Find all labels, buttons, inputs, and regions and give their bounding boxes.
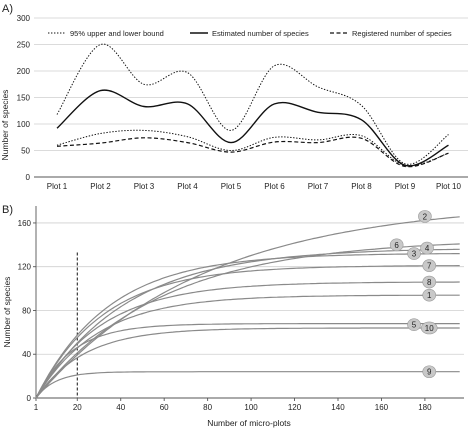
x-tick-label: Plot 1 [47,182,68,191]
curve-label: 7 [422,259,437,272]
curve-label-text: 9 [427,368,432,377]
y-tick-label: 300 [17,14,31,23]
curve-label-badge [422,259,437,272]
curve-label: 3 [407,247,421,260]
curve-label-text: 3 [412,250,417,259]
curve-label-text: 8 [427,278,432,287]
panel-a-legend: 95% upper and lower bound Estimated numbe… [48,29,452,38]
curve-label: 2 [418,210,432,223]
panel-a-gridlines [34,17,468,178]
series-line [56,43,449,165]
curve-label-text: 1 [427,291,432,300]
curve-8 [35,281,460,399]
x-tick-label: 100 [244,403,258,412]
y-tick-label: 40 [22,350,31,359]
x-tick-label: 120 [288,403,302,412]
x-tick-label: 40 [116,403,125,412]
curve-9 [35,371,460,399]
x-tick-label: 180 [418,403,432,412]
curve-label-badge [407,247,421,260]
x-tick-label: 80 [203,403,212,412]
y-tick-label: 50 [21,147,30,156]
panel-b-y-ticks: 0 40 80 120 160 [18,219,36,403]
curve-label-badge [418,210,432,223]
x-tick-label: 1 [34,403,39,412]
curve-label: 8 [422,275,437,289]
curve-label-badge [389,238,404,252]
x-tick-label: Plot 9 [395,182,416,191]
panel-b-curve-labels: 2 6 43 7 8 1 5 10 9 [389,210,438,379]
curve-2 [35,216,460,399]
panel-a-x-ticks: Plot 1 Plot 2 Plot 3 Plot 4 Plot 5 Plot 6 Plot… [47,182,462,191]
panel-a-series [56,43,449,168]
x-tick-label: 20 [73,403,82,412]
panel-b-x-ticks: 1 20 40 60 80 100 120 140 160 180 [34,398,432,412]
curve-label-text: 2 [423,212,428,221]
x-tick-label: Plot 2 [90,182,111,191]
y-tick-label: 200 [17,67,31,76]
y-tick-label: 160 [18,219,32,228]
x-tick-label: 60 [160,403,169,412]
panel-b-xlabel: Number of micro-plots [207,418,291,428]
curve-7 [35,265,460,399]
x-tick-label: Plot 3 [134,182,155,191]
curve-5 [35,322,460,399]
panel-b-label: B) [2,204,13,216]
legend-label: 95% upper and lower bound [70,29,164,38]
y-tick-label: 0 [26,173,31,182]
curve-label-badge [407,318,421,331]
curve-label-badge [420,321,438,335]
series-line [56,89,449,167]
x-tick-label: Plot 6 [264,182,285,191]
legend-label: Estimated number of species [212,29,309,38]
panel-b-gridlines [35,206,464,399]
legend-label: Registered number of species [352,29,452,38]
y-tick-label: 0 [27,394,32,403]
curve-label-text: 5 [412,321,417,330]
series-line [56,129,449,167]
x-tick-label: Plot 8 [351,182,372,191]
x-tick-label: Plot 7 [308,182,329,191]
curve-label-badge [420,241,434,255]
curve-6 [35,243,460,399]
curve-label-text: 4 [425,244,430,253]
x-tick-label: Plot 5 [221,182,242,191]
panel-a-label: A) [2,3,13,15]
curve-label-text: 6 [394,241,399,250]
curve-label: 1 [422,288,437,302]
curve-4 [35,248,460,399]
curve-label: 10 [420,321,438,335]
curve-label-badge [422,365,437,379]
y-tick-label: 80 [22,306,31,315]
x-tick-label: Plot 4 [177,182,198,191]
panel-a-ylabel: Number of species [0,90,10,161]
y-tick-label: 120 [18,263,32,272]
curve-label-badge [422,275,437,289]
curve-label: 9 [422,365,437,379]
curve-label-text: 7 [427,262,432,271]
panel-b-series [35,216,460,399]
x-tick-label: Plot 10 [436,182,461,191]
curve-label-text: 10 [425,324,434,333]
x-tick-label: 160 [375,403,389,412]
panel-a-y-ticks: 0 50 100 150 200 250 300 [17,14,31,182]
x-tick-label: 140 [331,403,345,412]
curve-10 [35,327,460,399]
curve-label: 4 [420,241,434,255]
curve-1 [35,294,460,399]
y-tick-label: 150 [17,94,31,103]
curve-label-badge [422,288,437,302]
curve-label: 6 [389,238,404,252]
y-tick-label: 250 [17,41,31,50]
series-line [56,136,449,168]
curve-label: 5 [407,318,421,331]
y-tick-label: 100 [17,120,31,129]
curve-3 [35,252,460,399]
panel-b-ylabel: Number of species [2,277,12,348]
